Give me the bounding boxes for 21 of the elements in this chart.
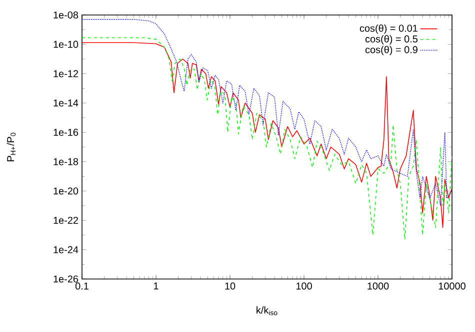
y-tick-label: 1e-10 <box>54 40 78 48</box>
legend-label: cos(θ) = 0.5 <box>365 35 418 44</box>
y-tick-label: 1e-12 <box>54 70 78 78</box>
y-tick-label: 1e-18 <box>54 158 78 166</box>
y-tick-label: 1e-08 <box>54 11 78 19</box>
x-tick-label: 1000 <box>368 282 389 290</box>
y-tick-label: 1e-14 <box>54 100 78 106</box>
legend-label: cos(θ) = 0.01 <box>360 24 418 34</box>
y-tick-label: 1e-26 <box>54 275 78 283</box>
x-tick-label: 10 <box>225 282 236 290</box>
y-tick-label: 1e-20 <box>54 187 78 195</box>
x-tick-label: 1 <box>154 282 158 290</box>
y-axis-title: P$_{H+}$/P$_{0}$ <box>6 132 16 162</box>
x-tick-label: 10000 <box>438 282 466 290</box>
x-axis-title: k/k$_{iso}$ <box>256 306 278 316</box>
y-tick-label: 1e-24 <box>54 246 78 254</box>
y-tick-label: 1e-16 <box>54 128 78 136</box>
x-tick-label: 0.1 <box>75 282 88 290</box>
y-tick-label: 1e-22 <box>54 216 78 224</box>
x-tick-label: 100 <box>296 282 312 290</box>
legend-label: cos(θ) = 0.9 <box>365 46 418 56</box>
